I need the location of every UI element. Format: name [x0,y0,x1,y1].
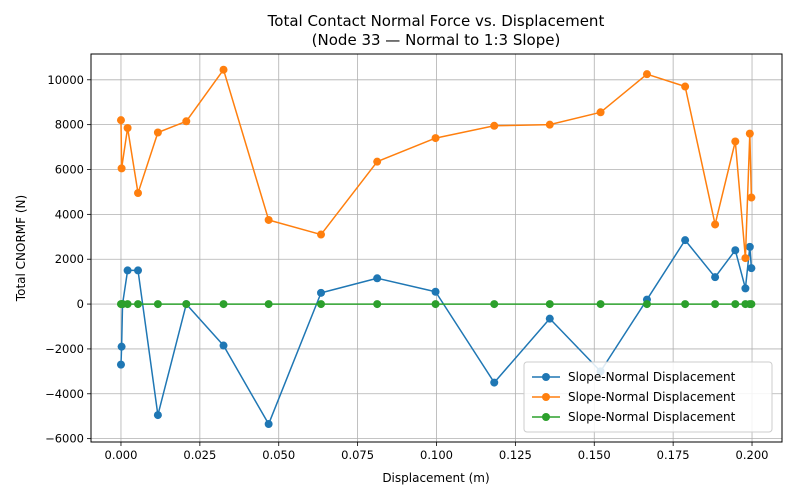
legend-box [523,361,773,433]
series-3-point [182,300,191,309]
chart-subtitle: (Node 33 — Normal to 1:3 Slope) [312,31,561,49]
legend-label: Slope-Normal Displacement [568,370,736,384]
series-2-point [731,137,740,146]
x-tick-label: 0.025 [183,448,216,462]
legend: Slope-Normal Displacement Slope-Normal Di… [523,361,773,433]
plot-series [116,65,756,429]
series-2-point [373,157,382,166]
x-tick-label: 0.000 [105,448,138,462]
legend-item: Slope-Normal Displacement [532,390,736,404]
series-3-point [134,300,143,309]
series-2-point [123,124,132,133]
legend-swatch-marker [542,413,550,421]
series-1-point [731,246,740,255]
y-axis-label: Total CNORMF (N) [14,195,28,302]
x-tick-label: 0.075 [341,448,374,462]
series-1-point [745,242,754,251]
legend-swatch-marker [542,393,550,401]
series-3-point [747,300,756,309]
series-1-point [219,341,228,350]
series-2-point [711,220,720,229]
series-3-point [490,300,499,309]
series-2-point [219,65,228,74]
series-1-point [747,264,756,273]
series-2-point [490,121,499,130]
series-1-point [545,314,554,323]
series-3 [116,300,756,309]
series-3-point [123,300,132,309]
series-1-point [134,266,143,275]
series-2-point [264,215,273,224]
series-3-point [711,300,720,309]
series-2-point [642,70,651,79]
series-3-point [731,300,740,309]
series-3-point [431,300,440,309]
legend-item: Slope-Normal Displacement [532,370,736,384]
x-axis-label: Displacement (m) [382,471,489,485]
series-3-point [264,300,273,309]
series-3-point [153,300,162,309]
chart-title: Total Contact Normal Force vs. Displacem… [267,12,605,30]
axis-ticks: 0.000 0.025 0.050 0.075 0.100 0.125 0.150 0.175… [45,73,768,462]
x-tick-label: 0.150 [578,448,611,462]
x-tick-label: 0.200 [736,448,769,462]
series-1-point [431,287,440,296]
y-tick-label: 2000 [55,252,84,266]
series-2-point [116,116,125,125]
y-tick-label: −2000 [45,342,84,356]
series-2-point [545,120,554,129]
series-1-line [120,239,753,425]
y-tick-label: 4000 [55,207,84,221]
series-3-point [219,300,228,309]
y-tick-label: 6000 [55,163,84,177]
series-3-point [545,300,554,309]
series-1-point [264,420,273,429]
x-tick-label: 0.050 [262,448,295,462]
legend-swatch-marker [542,373,550,381]
series-2-point [153,128,162,137]
series-3-point [642,300,651,309]
y-tick-label: 10000 [47,73,84,87]
y-tick-label: −6000 [45,432,84,446]
series-2-point [117,164,126,173]
series-1-point [681,236,690,245]
series-1-point [711,273,720,282]
series-1-point [116,360,125,369]
x-tick-label: 0.100 [420,448,453,462]
series-3-point [317,300,326,309]
series-2-point [134,189,143,198]
series-2-point [681,82,690,91]
x-tick-label: 0.175 [657,448,690,462]
series-1-point [117,342,126,351]
series-2 [116,65,756,263]
series-1-point [317,288,326,297]
x-tick-label: 0.125 [499,448,532,462]
series-3-point [373,300,382,309]
series-2-point [741,254,750,263]
series-1-point [373,274,382,283]
series-1-point [741,284,750,293]
series-1-point [153,411,162,420]
series-2-point [747,193,756,202]
legend-item: Slope-Normal Displacement [532,410,736,424]
series-1-point [490,378,499,387]
series-2-point [182,117,191,126]
series-1-point [123,266,132,275]
series-2-point [596,108,605,117]
legend-label: Slope-Normal Displacement [568,410,736,424]
series-2-point [431,134,440,143]
y-tick-label: 0 [77,297,84,311]
series-3-point [681,300,690,309]
y-tick-label: −4000 [45,387,84,401]
y-tick-label: 8000 [55,118,84,132]
series-3-point [596,300,605,309]
series-2-point [317,230,326,239]
series-2-point [745,129,754,138]
legend-label: Slope-Normal Displacement [568,390,736,404]
